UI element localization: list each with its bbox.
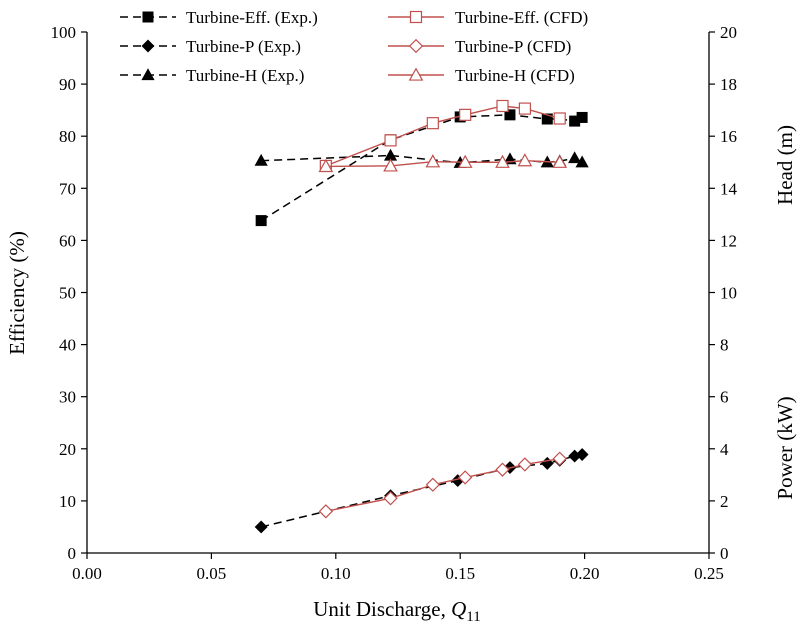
data-point-turbine-p-cfd: [383, 491, 398, 506]
data-point-turbine-h-exp: [575, 155, 589, 168]
legend-item-turbine-h-cfd: Turbine-H (CFD): [388, 66, 575, 85]
x-tick-label: 0.10: [321, 564, 351, 583]
data-point-turbine-h-cfd: [457, 154, 473, 168]
data-point-turbine-eff-exp: [541, 113, 553, 125]
data-point-turbine-eff-cfd: [496, 99, 509, 113]
y-left-axis-label: Efficiency (%): [5, 231, 29, 355]
y-right-tick-label: 0: [720, 544, 729, 563]
legend-marker: [408, 67, 424, 81]
data-point-turbine-eff-cfd: [553, 112, 566, 125]
data-point-turbine-h-cfd: [517, 153, 533, 167]
data-point-turbine-p-cfd: [425, 477, 441, 492]
x-tick-label: 0.00: [72, 564, 102, 583]
series-line-turbine-eff-exp: [260, 114, 583, 222]
data-point-turbine-eff-cfd: [426, 117, 439, 130]
series-turbine-h-cfd: [318, 153, 568, 173]
y-right-tick-label: 6: [720, 388, 729, 407]
y-right-axis-label-head: Head (m): [773, 125, 797, 205]
y-right-tick-label: 16: [720, 127, 737, 146]
legend-label: Turbine-P (CFD): [455, 37, 571, 56]
x-tick-label: 0.05: [197, 564, 227, 583]
legend-item-turbine-h-exp: Turbine-H (Exp.): [120, 66, 304, 85]
data-point-turbine-h-exp: [568, 151, 582, 164]
y-left-tick-label: 40: [59, 336, 76, 355]
y-right-tick-label: 18: [720, 75, 737, 94]
y-left-tick-label: 30: [59, 388, 76, 407]
legend-marker: [141, 39, 155, 53]
y-left-tick-label: 90: [59, 75, 76, 94]
legend-label: Turbine-Eff. (Exp.): [186, 8, 318, 27]
legend-label: Turbine-P (Exp.): [186, 37, 301, 56]
legend-marker: [141, 68, 155, 81]
data-point-turbine-p-exp: [540, 456, 554, 470]
x-tick-label: 0.15: [445, 564, 475, 583]
y-left-tick-label: 80: [59, 127, 76, 146]
axes: 0.00 0.05 0.10 0.15 0.20 0.250102030405060708…: [51, 23, 738, 583]
y-left-tick-label: 70: [59, 179, 76, 198]
legend-item-turbine-p-cfd: Turbine-P (CFD): [388, 37, 571, 56]
legend-label: Turbine-Eff. (CFD): [455, 8, 588, 27]
y-right-tick-label: 2: [720, 492, 729, 511]
series-turbine-p-cfd: [318, 451, 567, 519]
data-point-turbine-eff-exp: [576, 111, 588, 123]
data-point-turbine-eff-exp: [255, 215, 267, 227]
x-tick-label: 0.20: [570, 564, 600, 583]
data-point-turbine-p-cfd: [495, 462, 510, 477]
y-right-tick-label: 20: [720, 23, 737, 42]
x-axis-label: Unit Discharge, Q11: [313, 597, 480, 625]
y-left-tick-label: 50: [59, 284, 76, 303]
legend-item-turbine-eff-exp: Turbine-Eff. (Exp.): [120, 8, 318, 27]
y-right-axis-label-power: Power (kW): [773, 396, 797, 499]
y-left-tick-label: 100: [51, 23, 77, 42]
y-left-tick-label: 60: [59, 231, 76, 250]
legend: Turbine-Eff. (Exp.) Turbine-Eff. (CFD) Tur…: [120, 8, 588, 85]
y-left-tick-label: 20: [59, 440, 76, 459]
series-turbine-h-exp: [254, 148, 589, 168]
y-right-tick-label: 14: [720, 179, 738, 198]
y-right-tick-label: 8: [720, 336, 729, 355]
data-point-turbine-h-cfd: [318, 158, 334, 173]
y-right-tick-label: 12: [720, 231, 737, 250]
series-layer: [254, 99, 589, 534]
data-point-turbine-eff-cfd: [518, 102, 531, 115]
data-point-turbine-h-cfd: [552, 154, 568, 168]
series-turbine-p-exp: [254, 448, 589, 534]
data-point-turbine-p-cfd: [517, 457, 533, 472]
y-right-tick-label: 4: [720, 440, 729, 459]
data-point-turbine-eff-cfd: [384, 134, 397, 147]
y-left-tick-label: 0: [68, 544, 77, 563]
legend-marker: [142, 11, 154, 23]
data-point-turbine-p-cfd: [458, 470, 473, 485]
legend-marker: [409, 10, 423, 24]
data-point-turbine-h-cfd: [495, 154, 510, 168]
legend-marker: [408, 38, 424, 54]
x-tick-label: 0.25: [694, 564, 724, 583]
data-point-turbine-eff-cfd: [459, 108, 472, 121]
data-point-turbine-p-exp: [254, 520, 268, 534]
y-right-tick-label: 10: [720, 284, 737, 303]
legend-item-turbine-p-exp: Turbine-P (Exp.): [120, 37, 301, 56]
y-left-tick-label: 10: [59, 492, 76, 511]
legend-item-turbine-eff-cfd: Turbine-Eff. (CFD): [388, 8, 588, 27]
legend-label: Turbine-H (Exp.): [186, 66, 304, 85]
data-point-turbine-h-exp: [254, 153, 268, 166]
series-line-turbine-p-exp: [260, 453, 583, 528]
data-point-turbine-eff-exp: [504, 109, 516, 121]
series-turbine-eff-cfd: [319, 99, 566, 172]
data-point-turbine-p-cfd: [552, 451, 567, 466]
data-point-turbine-p-cfd: [318, 504, 334, 519]
data-point-turbine-h-cfd: [425, 154, 441, 168]
data-point-turbine-p-exp: [575, 448, 589, 461]
legend-label: Turbine-H (CFD): [455, 66, 575, 85]
data-point-turbine-h-cfd: [383, 158, 398, 172]
